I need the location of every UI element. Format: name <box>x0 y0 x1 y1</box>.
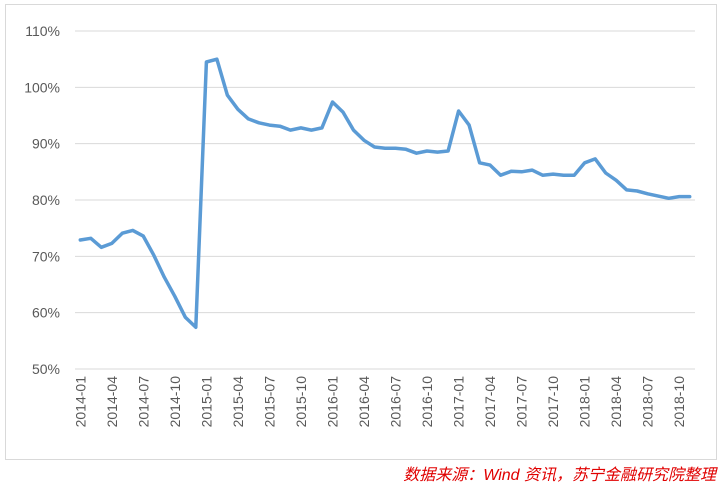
y-tick-label: 90% <box>32 136 60 152</box>
x-tick-label: 2014-04 <box>104 376 120 428</box>
x-tick-label: 2017-04 <box>482 376 498 428</box>
x-tick-label: 2014-10 <box>167 376 183 428</box>
y-tick-label: 60% <box>32 305 60 321</box>
x-tick-label: 2017-01 <box>451 376 467 428</box>
y-tick-label: 100% <box>24 79 60 95</box>
y-tick-label: 80% <box>32 192 60 208</box>
x-tick-label: 2016-04 <box>356 376 372 428</box>
x-tick-label: 2016-07 <box>388 376 404 428</box>
x-tick-label: 2016-10 <box>419 376 435 428</box>
x-tick-label: 2014-07 <box>135 376 151 428</box>
x-tick-label: 2015-07 <box>261 376 277 428</box>
x-tick-label: 2018-04 <box>608 376 624 428</box>
x-tick-label: 2014-01 <box>72 376 88 428</box>
x-tick-label: 2018-10 <box>671 376 687 428</box>
x-tick-label: 2015-04 <box>230 376 246 428</box>
x-tick-label: 2015-10 <box>293 376 309 428</box>
data-line <box>78 57 692 330</box>
y-tick-label: 110% <box>25 23 60 39</box>
chart-frame <box>5 4 717 460</box>
x-tick-label: 2016-01 <box>324 376 340 428</box>
x-tick-label: 2018-01 <box>577 376 593 428</box>
y-tick-label: 70% <box>32 248 60 264</box>
y-tick-label: 50% <box>32 361 60 377</box>
x-tick-label: 2018-07 <box>640 376 656 428</box>
source-note: 数据来源：Wind 资讯，苏宁金融研究院整理 <box>403 466 718 484</box>
x-tick-label: 2017-07 <box>514 376 530 428</box>
x-tick-label: 2017-10 <box>545 376 561 428</box>
x-tick-label: 2015-01 <box>198 376 214 428</box>
